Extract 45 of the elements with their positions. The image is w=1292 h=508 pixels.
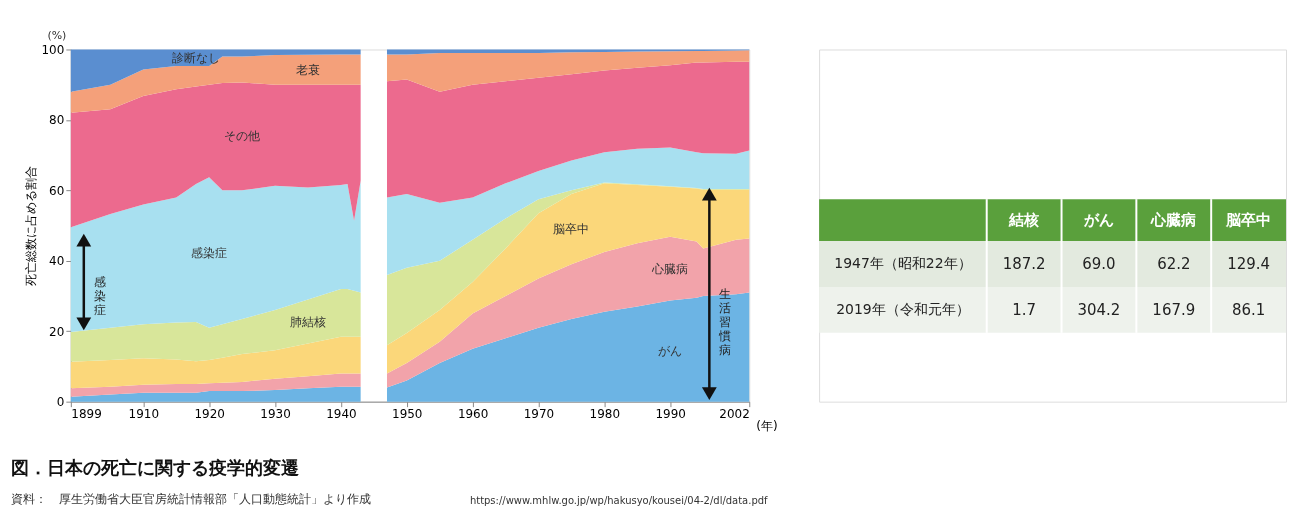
- series-label: 肺結核: [289, 314, 326, 329]
- series-label: 診断なし: [171, 50, 220, 65]
- x-tick-label: 1930: [260, 407, 291, 422]
- y-tick-label: 60: [49, 183, 65, 198]
- y-tick-label: 1947年（昭和22年）: [834, 254, 972, 271]
- data-label: 62.2: [1157, 254, 1191, 273]
- x-tick-label: 1990: [655, 407, 686, 422]
- text: 資料： 厚生労働省大臣官房統計情報部「人口動態統計」より作成: [10, 492, 371, 507]
- x-tick-label: 結核: [1008, 211, 1040, 230]
- text: 図．日本の死亡に関する疫学的変遷: [10, 457, 299, 479]
- y-tick-label: 0: [56, 395, 65, 410]
- x-tick-label: 心臓病: [1150, 211, 1197, 230]
- data-label: 129.4: [1227, 254, 1271, 273]
- x-axis-title: (年): [756, 419, 778, 434]
- x-tick-label: 1910: [128, 407, 160, 422]
- series-label: 老衰: [295, 62, 320, 77]
- y-tick-label: 20: [49, 324, 65, 339]
- y-axis-title: 死亡総数に占める割合: [23, 166, 38, 287]
- x-tick-label: 2002: [719, 407, 750, 422]
- series-label: 感染症: [191, 245, 228, 260]
- y-tick-label: 100: [41, 42, 65, 57]
- series-label: がん: [658, 344, 683, 359]
- x-tick-label: 1899: [71, 407, 102, 422]
- x-tick-label: 1920: [194, 407, 225, 422]
- x-tick-label: 脳卒中: [1225, 211, 1272, 230]
- text: (%): [47, 28, 67, 42]
- data-label: 304.2: [1077, 300, 1121, 319]
- data-label: 69.0: [1082, 254, 1116, 273]
- x-tick-label: 1960: [457, 407, 489, 422]
- x-tick-label: がん: [1082, 211, 1114, 230]
- annotation: 感染症: [93, 274, 106, 317]
- data-label: 86.1: [1231, 300, 1266, 319]
- series-label: その他: [224, 129, 261, 144]
- data-label: 1.7: [1012, 300, 1037, 319]
- data-label: 167.9: [1152, 300, 1196, 319]
- y-tick-label: 80: [49, 113, 65, 128]
- y-tick-label: 2019年（令和元年）: [836, 300, 970, 317]
- text: https://www.mhlw.go.jp/wp/hakusyo/kousei/04-2/dl/data.pdf: [469, 495, 769, 507]
- y-tick-label: 40: [49, 254, 65, 269]
- data-label: 187.2: [1002, 254, 1046, 273]
- series-label: 心臓病: [651, 261, 689, 276]
- x-tick-label: 1950: [392, 407, 423, 422]
- x-tick-label: 1970: [523, 407, 555, 422]
- x-tick-label: 1940: [326, 407, 357, 422]
- x-tick-label: 1980: [589, 407, 621, 422]
